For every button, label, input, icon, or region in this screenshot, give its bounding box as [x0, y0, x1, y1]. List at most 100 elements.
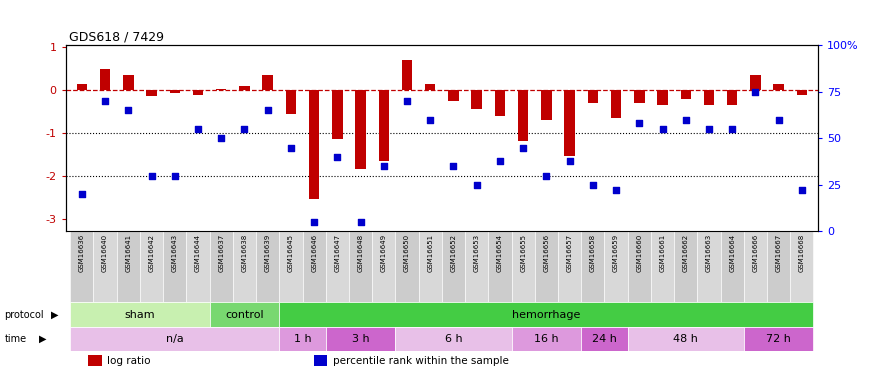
Bar	[512, 231, 535, 303]
Bar	[100, 69, 110, 90]
Bar	[418, 231, 442, 303]
Text: percentile rank within the sample: percentile rank within the sample	[332, 356, 508, 366]
Point	[424, 117, 438, 123]
Bar	[674, 231, 697, 303]
Bar	[396, 231, 418, 303]
Bar	[70, 303, 210, 327]
Text: log ratio: log ratio	[107, 356, 150, 366]
Text: GSM16654: GSM16654	[497, 234, 503, 272]
Text: GSM16668: GSM16668	[799, 234, 805, 272]
Text: 1 h: 1 h	[294, 334, 311, 344]
Point	[748, 88, 762, 94]
Point	[563, 158, 577, 164]
Bar	[349, 231, 372, 303]
Point	[493, 158, 507, 164]
Text: 24 h: 24 h	[592, 334, 617, 344]
Point	[772, 117, 786, 123]
Text: GSM16667: GSM16667	[775, 234, 781, 272]
Text: GSM16651: GSM16651	[427, 234, 433, 272]
Text: GSM16653: GSM16653	[473, 234, 480, 272]
Text: 3 h: 3 h	[352, 334, 369, 344]
Point	[377, 163, 391, 169]
Point	[516, 144, 530, 150]
Text: 6 h: 6 h	[444, 334, 462, 344]
Point	[354, 219, 367, 225]
Bar	[588, 90, 598, 103]
Bar	[558, 231, 581, 303]
Bar	[518, 90, 528, 141]
Text: GSM16636: GSM16636	[79, 234, 85, 272]
Point	[539, 172, 553, 178]
Point	[633, 120, 647, 126]
Bar	[721, 231, 744, 303]
Text: GSM16652: GSM16652	[451, 234, 457, 272]
Text: GSM16645: GSM16645	[288, 234, 294, 272]
Text: GDS618 / 7429: GDS618 / 7429	[69, 31, 164, 44]
Bar	[163, 231, 186, 303]
Bar	[123, 75, 134, 90]
Bar	[704, 90, 714, 105]
Point	[237, 126, 251, 132]
Bar	[210, 303, 279, 327]
Bar	[425, 84, 436, 90]
Text: GSM16641: GSM16641	[125, 234, 131, 272]
Point	[586, 182, 600, 188]
Bar	[564, 90, 575, 156]
Text: hemorrhage: hemorrhage	[512, 310, 581, 320]
Text: GSM16649: GSM16649	[381, 234, 387, 272]
Bar	[790, 231, 814, 303]
Bar	[744, 231, 767, 303]
Bar	[233, 231, 256, 303]
Text: 48 h: 48 h	[673, 334, 698, 344]
Bar	[611, 90, 621, 118]
Text: ▶: ▶	[38, 334, 46, 344]
Bar	[116, 231, 140, 303]
Bar	[581, 231, 605, 303]
Bar	[332, 90, 343, 139]
Point	[168, 172, 182, 178]
Bar	[466, 231, 488, 303]
Point	[144, 172, 158, 178]
Text: ▶: ▶	[51, 310, 59, 320]
Bar	[605, 231, 627, 303]
Text: GSM16655: GSM16655	[520, 234, 526, 272]
Text: GSM16644: GSM16644	[195, 234, 201, 272]
Text: 72 h: 72 h	[766, 334, 791, 344]
Text: GSM16640: GSM16640	[102, 234, 108, 272]
Text: GSM16643: GSM16643	[172, 234, 178, 272]
Bar	[146, 90, 157, 96]
Bar	[314, 355, 327, 366]
Bar	[627, 327, 744, 351]
Point	[261, 107, 275, 113]
Bar	[744, 327, 814, 351]
Bar	[279, 327, 326, 351]
Bar	[326, 327, 396, 351]
Bar	[170, 90, 180, 93]
Point	[284, 144, 298, 150]
Point	[655, 126, 669, 132]
Text: GSM16660: GSM16660	[636, 234, 642, 272]
Text: GSM16646: GSM16646	[312, 234, 317, 272]
Bar	[239, 86, 249, 90]
Bar	[535, 231, 558, 303]
Text: protocol: protocol	[4, 310, 44, 320]
Bar	[88, 355, 102, 366]
Bar	[256, 231, 279, 303]
Point	[75, 191, 89, 197]
Bar	[140, 231, 163, 303]
Text: GSM16637: GSM16637	[218, 234, 224, 272]
Bar	[442, 231, 466, 303]
Text: GSM16648: GSM16648	[358, 234, 364, 272]
Text: time: time	[4, 334, 26, 344]
Bar	[727, 90, 738, 105]
Text: GSM16666: GSM16666	[752, 234, 759, 272]
Bar	[216, 89, 227, 90]
Bar	[326, 231, 349, 303]
Text: GSM16656: GSM16656	[543, 234, 550, 272]
Bar	[355, 90, 366, 169]
Bar	[192, 90, 203, 95]
Point	[122, 107, 136, 113]
Point	[679, 117, 693, 123]
Text: GSM16642: GSM16642	[149, 234, 155, 272]
Bar	[657, 90, 668, 105]
